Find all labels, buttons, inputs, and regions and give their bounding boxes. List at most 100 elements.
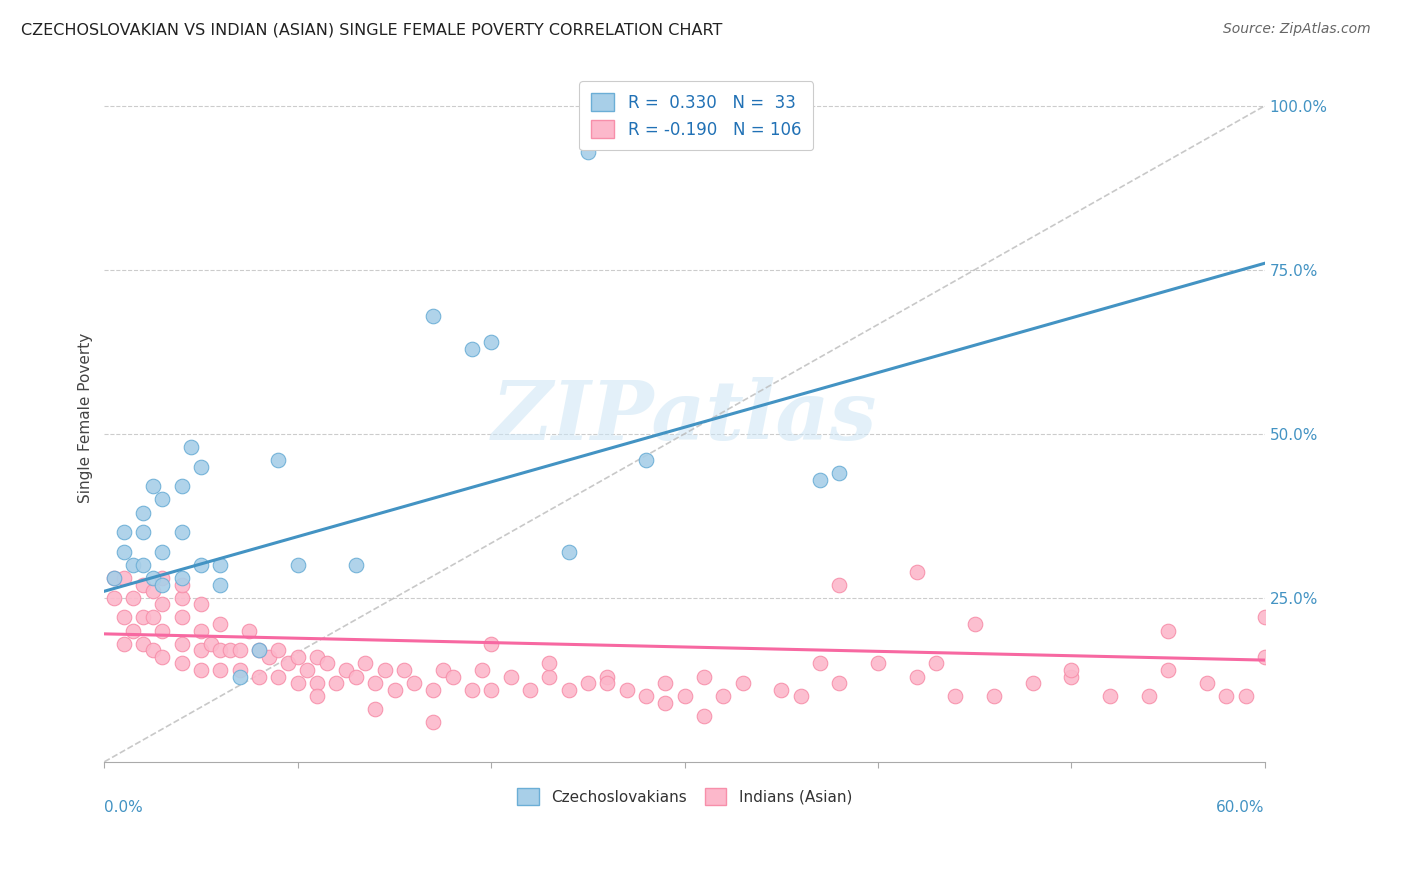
- Point: [267, 669, 290, 683]
- Text: 0.0%: 0.0%: [104, 799, 143, 814]
- Point: [789, 689, 811, 703]
- Point: [364, 676, 387, 690]
- Point: [1022, 676, 1045, 690]
- Point: [374, 663, 396, 677]
- Point: [132, 610, 155, 624]
- Point: [122, 558, 145, 572]
- Point: [1234, 689, 1257, 703]
- Point: [538, 669, 561, 683]
- Point: [152, 624, 174, 638]
- Point: [267, 453, 290, 467]
- Point: [170, 479, 193, 493]
- Point: [1254, 649, 1277, 664]
- Point: [596, 676, 619, 690]
- Point: [576, 145, 599, 159]
- Point: [287, 649, 309, 664]
- Point: [142, 610, 165, 624]
- Point: [170, 571, 193, 585]
- Point: [1060, 663, 1083, 677]
- Point: [402, 676, 425, 690]
- Point: [335, 663, 357, 677]
- Point: [654, 696, 676, 710]
- Point: [461, 682, 484, 697]
- Point: [461, 342, 484, 356]
- Point: [392, 663, 415, 677]
- Point: [945, 689, 967, 703]
- Point: [538, 657, 561, 671]
- Y-axis label: Single Female Poverty: Single Female Poverty: [79, 332, 93, 502]
- Point: [132, 506, 155, 520]
- Point: [1099, 689, 1122, 703]
- Point: [209, 643, 232, 657]
- Point: [634, 453, 657, 467]
- Point: [209, 558, 232, 572]
- Point: [267, 643, 290, 657]
- Point: [422, 309, 444, 323]
- Point: [479, 334, 502, 349]
- Text: ZIPatlas: ZIPatlas: [492, 377, 877, 458]
- Point: [180, 440, 202, 454]
- Point: [354, 657, 377, 671]
- Point: [247, 643, 270, 657]
- Point: [1157, 663, 1180, 677]
- Point: [422, 715, 444, 730]
- Point: [364, 702, 387, 716]
- Point: [238, 624, 260, 638]
- Point: [112, 525, 135, 540]
- Point: [122, 591, 145, 605]
- Point: [344, 558, 367, 572]
- Point: [132, 558, 155, 572]
- Point: [866, 657, 889, 671]
- Point: [170, 637, 193, 651]
- Point: [479, 637, 502, 651]
- Point: [307, 676, 329, 690]
- Point: [654, 676, 676, 690]
- Point: [499, 669, 522, 683]
- Point: [190, 459, 212, 474]
- Point: [112, 545, 135, 559]
- Point: [616, 682, 638, 697]
- Point: [470, 663, 492, 677]
- Point: [1137, 689, 1160, 703]
- Point: [673, 689, 696, 703]
- Point: [112, 610, 135, 624]
- Point: [770, 682, 793, 697]
- Point: [925, 657, 948, 671]
- Point: [808, 657, 831, 671]
- Point: [190, 558, 212, 572]
- Point: [132, 637, 155, 651]
- Point: [1195, 676, 1218, 690]
- Point: [152, 649, 174, 664]
- Point: [344, 669, 367, 683]
- Point: [828, 577, 851, 591]
- Point: [905, 565, 928, 579]
- Point: [247, 669, 270, 683]
- Point: [576, 676, 599, 690]
- Point: [132, 577, 155, 591]
- Point: [441, 669, 464, 683]
- Point: [190, 598, 212, 612]
- Point: [297, 663, 319, 677]
- Point: [152, 545, 174, 559]
- Point: [384, 682, 406, 697]
- Point: [693, 709, 716, 723]
- Point: [1157, 624, 1180, 638]
- Point: [693, 669, 716, 683]
- Legend: Czechoslovakians, Indians (Asian): Czechoslovakians, Indians (Asian): [509, 780, 859, 813]
- Point: [257, 649, 280, 664]
- Text: Source: ZipAtlas.com: Source: ZipAtlas.com: [1223, 22, 1371, 37]
- Point: [596, 669, 619, 683]
- Point: [112, 637, 135, 651]
- Point: [422, 682, 444, 697]
- Point: [170, 610, 193, 624]
- Point: [209, 663, 232, 677]
- Point: [519, 682, 541, 697]
- Point: [1060, 669, 1083, 683]
- Point: [103, 571, 125, 585]
- Point: [152, 577, 174, 591]
- Point: [277, 657, 299, 671]
- Point: [229, 643, 252, 657]
- Point: [219, 643, 242, 657]
- Point: [152, 492, 174, 507]
- Point: [731, 676, 754, 690]
